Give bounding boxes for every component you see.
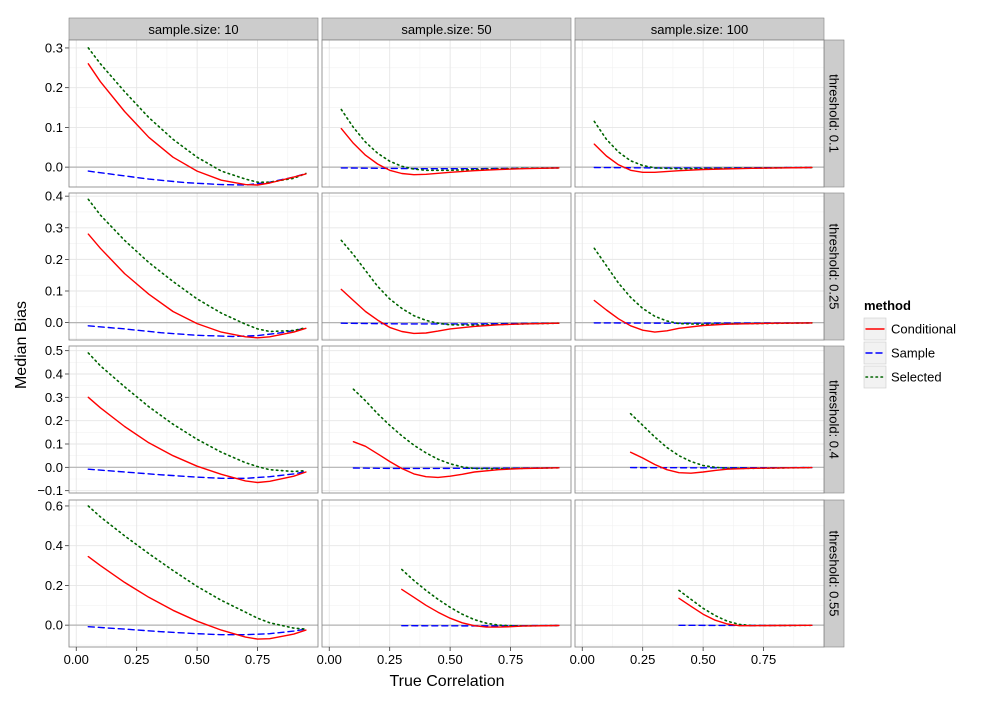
y-tick-label-row2: 0.2 — [45, 252, 63, 267]
panel-r2-c2 — [322, 193, 571, 340]
y-tick-label-row1: 0.0 — [45, 160, 63, 175]
y-tick-label-row2: 0.1 — [45, 284, 63, 299]
y-axis-title: Median Bias — [13, 301, 30, 389]
row-strip-label-3: threshold: 0.4 — [827, 380, 842, 459]
panel-r4-c3 — [575, 500, 824, 647]
x-tick-label: 0.50 — [690, 652, 715, 667]
legend-label-conditional: Conditional — [891, 322, 956, 337]
panel-r4-c2 — [322, 500, 571, 647]
panel-r4-c1 — [69, 500, 318, 647]
panels-layer: sample.size: 10 sample.size: 50 sample.siz… — [37, 18, 844, 667]
x-tick-label: 0.25 — [124, 652, 149, 667]
x-tick-label: 0.00 — [570, 652, 595, 667]
y-tick-label-row3: −0.1 — [37, 483, 63, 498]
legend-label-selected: Selected — [891, 370, 942, 385]
column-strip-label-1: sample.size: 10 — [148, 22, 238, 37]
row-strip-label-1: threshold: 0.1 — [827, 74, 842, 153]
x-tick-label: 0.75 — [751, 652, 776, 667]
x-tick-label: 0.75 — [498, 652, 523, 667]
row-strip-label-4: threshold: 0.55 — [827, 530, 842, 616]
y-tick-label-row3: 0.2 — [45, 413, 63, 428]
x-tick-label: 0.00 — [317, 652, 342, 667]
panel-r3-c2 — [322, 346, 571, 493]
y-tick-label-row2: 0.0 — [45, 315, 63, 330]
panel-r2-c1 — [69, 193, 318, 340]
x-tick-label: 0.50 — [437, 652, 462, 667]
y-tick-label-row4: 0.4 — [45, 538, 63, 553]
column-strip-label-3: sample.size: 100 — [651, 22, 749, 37]
y-tick-label-row4: 0.6 — [45, 498, 63, 513]
y-tick-label-row3: 0.3 — [45, 390, 63, 405]
y-tick-label-row3: 0.5 — [45, 343, 63, 358]
y-tick-label-row4: 0.0 — [45, 618, 63, 633]
y-tick-label-row3: 0.0 — [45, 460, 63, 475]
legend-entry-sample: Sample — [864, 342, 935, 364]
y-tick-label-row3: 0.1 — [45, 437, 63, 452]
x-axis-title: True Correlation — [389, 673, 504, 690]
x-tick-label: 0.50 — [184, 652, 209, 667]
y-tick-label-row2: 0.4 — [45, 189, 63, 204]
legend-title: method — [864, 298, 911, 313]
x-tick-label: 0.00 — [64, 652, 89, 667]
legend-entries: Conditional Sample Selected — [864, 318, 956, 388]
panel-r3-c3 — [575, 346, 824, 493]
panel-r1-c1 — [69, 40, 318, 187]
panel-r3-c1 — [69, 346, 318, 493]
legend: method Conditional Sample Selected — [864, 298, 956, 388]
panel-r1-c2 — [322, 40, 571, 187]
x-tick-label: 0.25 — [377, 652, 402, 667]
row-strip-label-2: threshold: 0.25 — [827, 223, 842, 309]
x-tick-label: 0.75 — [245, 652, 270, 667]
y-tick-label-row4: 0.2 — [45, 578, 63, 593]
legend-entry-selected: Selected — [864, 366, 942, 388]
x-tick-label: 0.25 — [630, 652, 655, 667]
y-tick-label-row1: 0.2 — [45, 80, 63, 95]
panel-r2-c3 — [575, 193, 824, 340]
y-tick-label-row2: 0.3 — [45, 220, 63, 235]
y-tick-label-row1: 0.1 — [45, 120, 63, 135]
panel-r1-c3 — [575, 40, 824, 187]
column-strip-label-2: sample.size: 50 — [401, 22, 491, 37]
legend-entry-conditional: Conditional — [864, 318, 956, 340]
y-tick-label-row1: 0.3 — [45, 40, 63, 55]
y-tick-label-row3: 0.4 — [45, 367, 63, 382]
legend-label-sample: Sample — [891, 346, 935, 361]
